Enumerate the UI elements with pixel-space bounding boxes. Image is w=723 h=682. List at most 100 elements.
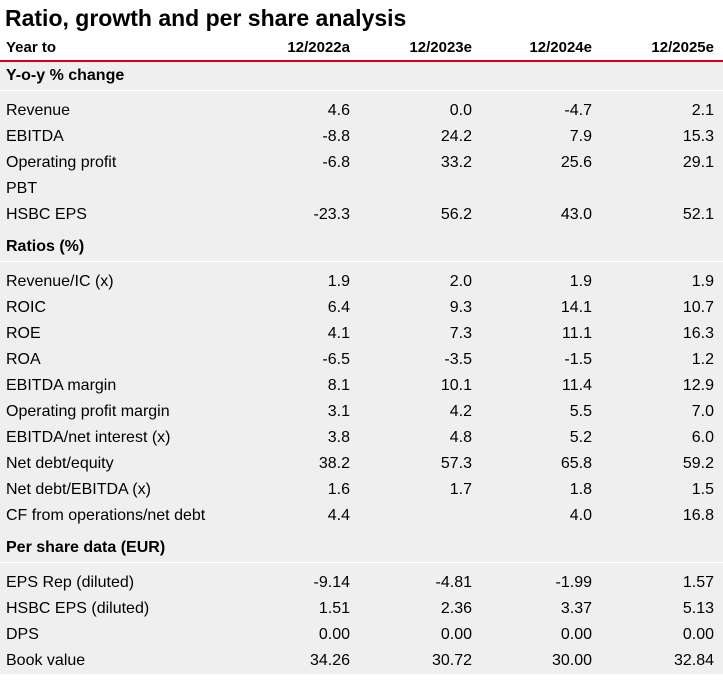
header-year: 12/2025e: [651, 39, 714, 56]
row-label: EBITDA/net interest (x): [6, 429, 171, 446]
table-row: Operating profit margin 3.1 4.2 5.5 7.0: [0, 399, 723, 425]
cell-value: 57.3: [440, 455, 472, 472]
row-label: ROE: [6, 325, 41, 342]
table-row: Net debt/EBITDA (x) 1.6 1.7 1.8 1.5: [0, 477, 723, 503]
cell-value: 4.4: [327, 507, 350, 524]
cell-value: 11.1: [562, 325, 592, 342]
cell-value: 5.13: [682, 600, 714, 617]
cell-value: 2.36: [440, 600, 472, 617]
cell-value: 4.1: [327, 325, 350, 342]
cell-value: 0.00: [440, 626, 472, 643]
row-label: Net debt/equity: [6, 455, 114, 472]
cell-value: 3.37: [560, 600, 592, 617]
row-label: ROIC: [6, 299, 46, 316]
cell-value: 25.6: [560, 154, 592, 171]
table-row: CF from operations/net debt 4.4 4.0 16.8: [0, 503, 723, 529]
cell-value: -6.8: [322, 154, 350, 171]
row-label: Book value: [6, 652, 86, 669]
cell-value: 4.6: [327, 102, 350, 119]
cell-value: 52.1: [682, 206, 714, 223]
cell-value: 0.00: [682, 626, 714, 643]
cell-value: 24.2: [440, 128, 472, 145]
section-spacer: [0, 262, 723, 269]
cell-value: -9.14: [313, 574, 350, 591]
table-row: PBT: [0, 176, 723, 202]
cell-value: 1.9: [691, 273, 714, 290]
cell-value: -1.99: [555, 574, 592, 591]
cell-value: 9.3: [449, 299, 472, 316]
cell-value: 1.57: [682, 574, 714, 591]
row-label: Revenue/IC (x): [6, 273, 114, 290]
cell-value: -4.7: [564, 102, 592, 119]
table-header: Year to 12/2022a 12/2023e 12/2024e 12/20…: [0, 32, 723, 62]
cell-value: 1.51: [318, 600, 350, 617]
cell-value: 4.0: [569, 507, 592, 524]
row-label: PBT: [6, 180, 38, 197]
row-label: Revenue: [6, 102, 71, 119]
table-row: Revenue 4.6 0.0 -4.7 2.1: [0, 98, 723, 124]
table-row: EBITDA -8.8 24.2 7.9 15.3: [0, 124, 723, 150]
section-header: Ratios (%): [0, 233, 723, 262]
cell-value: 2.0: [449, 273, 472, 290]
header-year-label: Year to: [6, 39, 57, 56]
cell-value: 8.1: [327, 377, 350, 394]
cell-value: 1.7: [449, 481, 472, 498]
cell-value: 30.00: [551, 652, 592, 669]
table-row: EBITDA margin 8.1 10.1 11.4 12.9: [0, 373, 723, 399]
cell-value: 59.2: [682, 455, 714, 472]
cell-value: 29.1: [682, 154, 714, 171]
cell-value: 14.1: [560, 299, 592, 316]
row-label: Operating profit: [6, 154, 117, 171]
cell-value: 2.1: [691, 102, 714, 119]
row-label: CF from operations/net debt: [6, 507, 206, 524]
cell-value: 5.5: [569, 403, 592, 420]
cell-value: 5.2: [569, 429, 592, 446]
row-label: Net debt/EBITDA (x): [6, 481, 151, 498]
table-row: ROA -6.5 -3.5 -1.5 1.2: [0, 347, 723, 373]
table-row: Revenue/IC (x) 1.9 2.0 1.9 1.9: [0, 269, 723, 295]
cell-value: 4.2: [449, 403, 472, 420]
row-label: DPS: [6, 626, 39, 643]
cell-value: -8.8: [322, 128, 350, 145]
cell-value: 1.6: [327, 481, 350, 498]
cell-value: 34.26: [309, 652, 350, 669]
cell-value: 6.4: [327, 299, 350, 316]
cell-value: -3.5: [444, 351, 472, 368]
cell-value: 1.8: [569, 481, 592, 498]
table-row: HSBC EPS -23.3 56.2 43.0 52.1: [0, 202, 723, 228]
cell-value: 4.8: [449, 429, 472, 446]
header-year: 12/2023e: [409, 39, 472, 56]
cell-value: 1.9: [327, 273, 350, 290]
cell-value: 30.72: [431, 652, 472, 669]
row-label: ROA: [6, 351, 41, 368]
table-row: EPS Rep (diluted) -9.14 -4.81 -1.99 1.57: [0, 570, 723, 596]
cell-value: 10.1: [440, 377, 472, 394]
cell-value: 10.7: [682, 299, 714, 316]
cell-value: 16.8: [682, 507, 714, 524]
cell-value: 65.8: [560, 455, 592, 472]
cell-value: 3.1: [327, 403, 350, 420]
table-row: ROE 4.1 7.3 11.1 16.3: [0, 321, 723, 347]
row-label: HSBC EPS (diluted): [6, 600, 150, 617]
section-spacer: [0, 91, 723, 98]
cell-value: 16.3: [682, 325, 714, 342]
row-label: EPS Rep (diluted): [6, 574, 135, 591]
section-header: Per share data (EUR): [0, 534, 723, 563]
cell-value: 43.0: [560, 206, 592, 223]
cell-value: 1.9: [569, 273, 592, 290]
cell-value: 1.2: [691, 351, 714, 368]
cell-value: 0.00: [318, 626, 350, 643]
table-row: ROIC 6.4 9.3 14.1 10.7: [0, 295, 723, 321]
cell-value: 56.2: [440, 206, 472, 223]
cell-value: 12.9: [682, 377, 714, 394]
table-title: Ratio, growth and per share analysis: [5, 5, 407, 31]
table-body: Y-o-y % change Revenue 4.6 0.0 -4.7 2.1 EBITDA…: [0, 62, 723, 674]
row-label: Operating profit margin: [6, 403, 170, 420]
row-label: HSBC EPS: [6, 206, 87, 223]
cell-value: 15.3: [682, 128, 714, 145]
table-row: Net debt/equity 38.2 57.3 65.8 59.2: [0, 451, 723, 477]
cell-value: -4.81: [435, 574, 472, 591]
section-header: Y-o-y % change: [0, 62, 723, 91]
header-year: 12/2024e: [529, 39, 592, 56]
